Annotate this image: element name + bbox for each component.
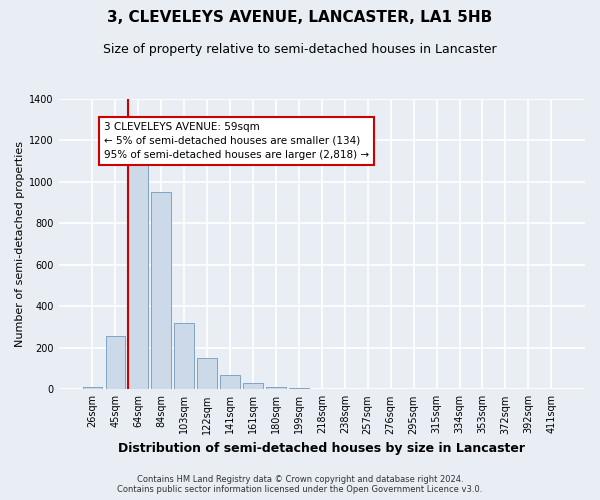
Bar: [266, 387, 286, 390]
Bar: [220, 375, 240, 390]
Text: 3, CLEVELEYS AVENUE, LANCASTER, LA1 5HB: 3, CLEVELEYS AVENUE, LANCASTER, LA1 5HB: [107, 10, 493, 25]
Text: Contains HM Land Registry data © Crown copyright and database right 2024.: Contains HM Land Registry data © Crown c…: [137, 475, 463, 484]
Bar: [197, 358, 217, 390]
Text: Size of property relative to semi-detached houses in Lancaster: Size of property relative to semi-detach…: [103, 42, 497, 56]
Bar: [289, 388, 308, 390]
Bar: [128, 149, 148, 390]
Text: Contains public sector information licensed under the Open Government Licence v3: Contains public sector information licen…: [118, 484, 482, 494]
Bar: [243, 383, 263, 390]
X-axis label: Distribution of semi-detached houses by size in Lancaster: Distribution of semi-detached houses by …: [118, 442, 526, 455]
Y-axis label: Number of semi-detached properties: Number of semi-detached properties: [15, 141, 25, 347]
Text: 3 CLEVELEYS AVENUE: 59sqm
← 5% of semi-detached houses are smaller (134)
95% of : 3 CLEVELEYS AVENUE: 59sqm ← 5% of semi-d…: [104, 122, 369, 160]
Bar: [83, 387, 102, 390]
Bar: [106, 336, 125, 390]
Bar: [151, 192, 171, 390]
Bar: [175, 323, 194, 390]
